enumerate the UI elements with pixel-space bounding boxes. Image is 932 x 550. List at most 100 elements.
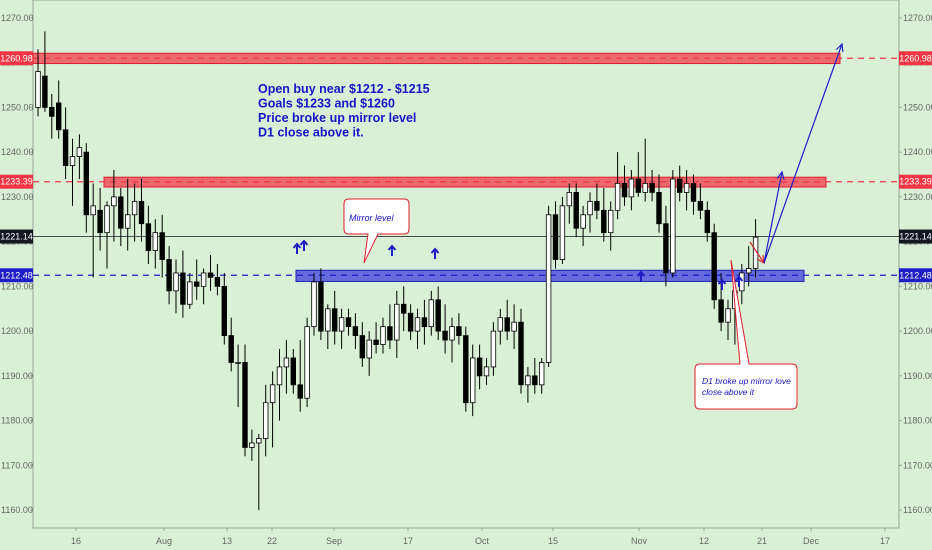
candle xyxy=(407,304,414,341)
candle xyxy=(559,196,566,264)
candle xyxy=(587,192,593,233)
mirror-level-badge-text-right: 1212.48 xyxy=(899,270,932,280)
d1-callout-line: D1 broke up mirror love xyxy=(702,376,791,386)
candle-body-down xyxy=(421,317,428,328)
candle xyxy=(173,259,179,314)
candle-body-up xyxy=(746,268,752,274)
candle-body-up xyxy=(249,442,255,448)
candle xyxy=(670,170,676,278)
candle-body-down xyxy=(56,102,62,131)
candle-body-up xyxy=(380,326,386,345)
candle-body-down xyxy=(387,326,393,341)
candle-body-up xyxy=(283,357,290,368)
candle-body-down xyxy=(463,335,469,404)
candle-body-down xyxy=(697,200,704,211)
resistance-1260-badge-right xyxy=(899,51,932,66)
trade-note: Open buy near $1212 - $1215 Goals $1233 a… xyxy=(258,82,430,140)
candle-body-up xyxy=(628,178,635,198)
candle xyxy=(490,322,497,376)
candle-body-up xyxy=(725,308,731,323)
candle-body-up xyxy=(614,183,621,211)
candle xyxy=(311,272,317,336)
candle-body-down xyxy=(83,151,89,216)
x-tick-label: Dec xyxy=(803,536,820,546)
y-tick-label-left: 1170.00 xyxy=(1,460,33,470)
candle-body-down xyxy=(476,357,483,377)
candle xyxy=(469,344,476,417)
target-arrow-1260 xyxy=(763,42,844,264)
candle xyxy=(56,80,62,139)
last-price-badge-right xyxy=(899,229,932,244)
y-tick-label-left: 1160.00 xyxy=(1,505,33,515)
arrow-shaft xyxy=(763,43,843,264)
candle xyxy=(704,201,710,242)
candle xyxy=(242,344,248,457)
candle-body-up xyxy=(276,366,283,386)
candle-body-up xyxy=(269,384,276,404)
candle-body-up xyxy=(683,183,690,193)
candle xyxy=(276,349,283,421)
candle-body-up xyxy=(545,214,552,363)
candle xyxy=(283,340,290,394)
candle xyxy=(449,317,455,363)
candle xyxy=(145,205,152,264)
x-tick-label: 17 xyxy=(880,536,890,546)
candle xyxy=(345,308,352,336)
candle-body-down xyxy=(318,281,324,332)
candle-body-up xyxy=(490,330,497,368)
trade-note-line: D1 close above it. xyxy=(258,126,364,140)
candle xyxy=(677,165,683,202)
candle-body-down xyxy=(352,326,359,336)
candle xyxy=(725,299,731,341)
candle xyxy=(614,152,621,220)
x-tick-label: Nov xyxy=(631,536,648,546)
arrow-shaft xyxy=(763,171,783,264)
candle-body-up xyxy=(511,321,517,332)
x-tick-label: 12 xyxy=(699,536,709,546)
candle-body-up xyxy=(76,147,83,158)
candle xyxy=(552,201,559,269)
candle-body-up xyxy=(642,183,648,193)
candle-body-up xyxy=(35,71,41,108)
candle-body-down xyxy=(573,192,579,229)
trade-note-line: Goals $1233 and $1260 xyxy=(258,97,395,111)
candle xyxy=(228,317,234,372)
resistance-1260-badge-text-right: 1260.98 xyxy=(899,53,932,63)
candle xyxy=(663,205,669,287)
y-tick-label-right: 1160.00 xyxy=(903,505,932,515)
candle-body-down xyxy=(690,183,697,202)
candle xyxy=(656,174,662,233)
candle-body-down xyxy=(552,214,559,260)
candle-body-down xyxy=(373,339,379,345)
candle xyxy=(338,308,345,350)
candle xyxy=(159,214,165,278)
marker-head xyxy=(717,278,727,285)
candle xyxy=(118,187,124,247)
candle xyxy=(352,313,359,350)
y-tick-label-left: 1200.00 xyxy=(1,326,34,336)
candle xyxy=(35,49,41,117)
candle xyxy=(221,272,227,345)
candle-body-up xyxy=(235,362,241,364)
candle xyxy=(262,384,269,457)
candle-body-down xyxy=(663,223,669,274)
candle-body-up xyxy=(338,317,345,332)
y-tick-label-right: 1270.00 xyxy=(903,13,932,23)
candle-body-down xyxy=(407,312,414,332)
candle-body-down xyxy=(656,192,662,225)
up-arrow-icon xyxy=(734,275,744,287)
candle xyxy=(539,357,545,394)
resistance-1233-badge-text-left: 1233.39 xyxy=(0,177,33,187)
candle xyxy=(111,170,117,242)
candle xyxy=(249,429,255,461)
candle-body-down xyxy=(649,183,655,193)
mirror-callout-box xyxy=(343,198,410,264)
target-arrow-1233 xyxy=(763,170,785,264)
candle xyxy=(76,134,83,179)
candle xyxy=(504,299,510,341)
candle xyxy=(387,304,393,350)
candle xyxy=(635,152,641,197)
up-arrow-icon xyxy=(387,244,397,256)
candle xyxy=(304,317,310,408)
